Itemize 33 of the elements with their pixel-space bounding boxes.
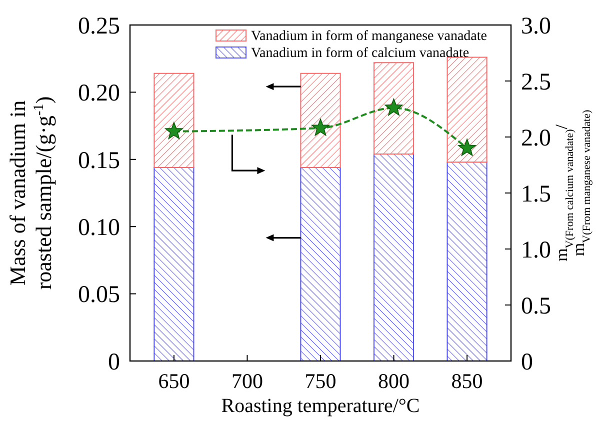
point	[458, 138, 476, 156]
bar	[373, 62, 414, 155]
y2-tick-label: 2.0	[521, 125, 551, 152]
y-tick-label: 0.20	[78, 80, 120, 107]
bar	[154, 166, 194, 362]
bar	[300, 166, 341, 362]
point	[384, 98, 403, 116]
x-axis-title: Roasting temperature/°C	[221, 395, 420, 417]
bar	[154, 72, 194, 168]
x-tick-label: 650	[158, 369, 190, 393]
y-tick-label: 0.05	[78, 282, 120, 308]
bar	[446, 162, 488, 362]
legend-label: Vanadium in form of manganese vanadate	[251, 29, 487, 44]
x-tick-label: 700	[231, 369, 263, 393]
y2-tick-label: 1.0	[521, 237, 551, 264]
bar	[373, 154, 414, 362]
y2-tick-label: 0.5	[521, 293, 551, 320]
x-tick-label: 850	[451, 369, 483, 393]
y2-tick-label: 0	[521, 349, 533, 376]
point	[312, 118, 330, 136]
y-tick-label: 0.15	[78, 148, 120, 174]
y2-tick-label: 1.5	[521, 181, 551, 208]
y2-tick-label: 2.5	[521, 69, 551, 96]
point	[165, 122, 183, 140]
bar	[446, 56, 488, 163]
y-tick-label: 0.10	[78, 215, 120, 241]
y-tick-label: 0.25	[78, 13, 120, 40]
x-tick-label: 750	[304, 369, 336, 393]
y2-tick-label: 3.0	[521, 13, 551, 40]
y-tick-label: 0	[108, 349, 120, 376]
x-tick-label: 800	[378, 369, 410, 393]
legend-label: Vanadium in form of calcium vanadate	[251, 46, 470, 61]
bar	[300, 72, 341, 168]
